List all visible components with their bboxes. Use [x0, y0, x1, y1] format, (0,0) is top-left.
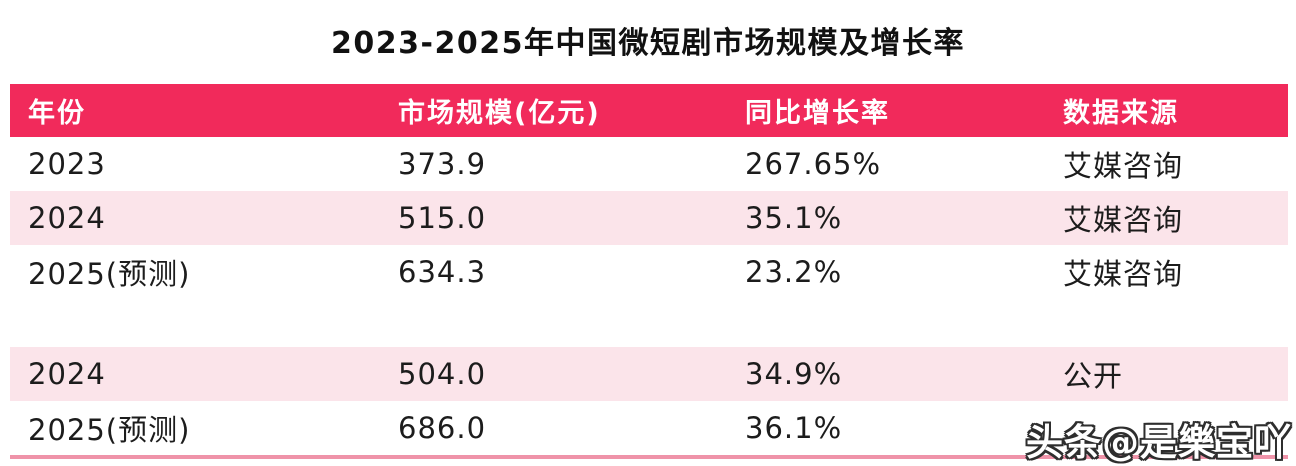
data-table: 年份 市场规模(亿元) 同比增长率 数据来源 2023 373.9 267.65% 艾…	[10, 84, 1288, 459]
header-source: 数据来源	[1063, 98, 1179, 129]
cell-market-size: 373.9	[398, 147, 487, 181]
cell-data-source: 艾媒咨询	[1063, 149, 1184, 183]
header-size: 市场规模(亿元)	[398, 98, 601, 129]
cell-year: 2025(预测)	[28, 257, 191, 291]
cell-market-size: 515.0	[398, 201, 487, 235]
cell-year: 2023	[28, 147, 106, 181]
table-row: 2025(预测) 686.0 36.1%	[10, 401, 1288, 455]
cell-market-size: 504.0	[398, 357, 487, 391]
cell-year: 2024	[28, 201, 106, 235]
table-row: 2023 373.9 267.65% 艾媒咨询	[10, 137, 1288, 191]
cell-growth-rate: 35.1%	[745, 201, 843, 235]
table-header-row: 年份 市场规模(亿元) 同比增长率 数据来源	[10, 84, 1288, 137]
table-row: 2025(预测) 634.3 23.2% 艾媒咨询	[10, 245, 1288, 299]
cell-data-source: 艾媒咨询	[1063, 257, 1184, 291]
cell-data-source: 艾媒咨询	[1063, 203, 1184, 237]
cell-year: 2025(预测)	[28, 413, 191, 447]
cell-data-source: 公开	[1063, 359, 1124, 393]
table-spacer-row	[10, 299, 1288, 347]
table-body: 2023 373.9 267.65% 艾媒咨询 2024 515.0 35.1% 艾媒咨询 20…	[10, 137, 1288, 455]
page-title: 2023-2025年中国微短剧市场规模及增长率	[331, 26, 965, 61]
cell-growth-rate: 34.9%	[745, 357, 843, 391]
header-year: 年份	[28, 98, 86, 129]
table-row: 2024 504.0 34.9% 公开	[10, 347, 1288, 401]
cell-growth-rate: 267.65%	[745, 147, 882, 181]
cell-year: 2024	[28, 357, 106, 391]
cell-growth-rate: 23.2%	[745, 255, 843, 289]
watermark: 头条@是樂宝吖	[1026, 421, 1292, 464]
cell-market-size: 686.0	[398, 411, 487, 445]
cell-market-size: 634.3	[398, 255, 487, 289]
header-growth: 同比增长率	[745, 98, 890, 129]
cell-growth-rate: 36.1%	[745, 411, 843, 445]
table-row: 2024 515.0 35.1% 艾媒咨询	[10, 191, 1288, 245]
